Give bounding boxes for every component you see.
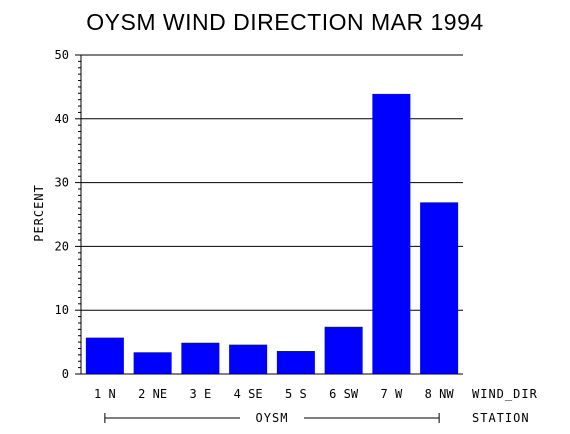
bar-4: [229, 344, 268, 374]
bar-6: [324, 326, 363, 374]
y-tick-label: 20: [55, 239, 69, 253]
x-category-label: 3 E: [190, 387, 212, 401]
bar-3: [181, 342, 220, 374]
bar-5: [276, 351, 315, 374]
x-category-label: 7 W: [381, 387, 403, 401]
station-group-bracket: [104, 413, 440, 423]
x-category-label: 5 S: [285, 387, 307, 401]
bar-1: [85, 337, 124, 374]
bar-2: [133, 352, 172, 374]
y-axis-label: PERCENT: [32, 184, 46, 242]
bars: [85, 93, 459, 374]
bar-7: [372, 93, 411, 374]
chart-title: OYSM WIND DIRECTION MAR 1994: [86, 9, 483, 35]
x-category-label: 6 SW: [329, 387, 359, 401]
x-axis-label: WIND_DIR: [472, 387, 538, 401]
y-tick-labels: 0 10 20 30 40 50: [55, 48, 69, 381]
station-axis-label: STATION: [472, 411, 530, 425]
y-tick-label: 30: [55, 176, 69, 190]
y-tick-label: 40: [55, 112, 69, 126]
y-tick-label: 10: [55, 303, 69, 317]
x-category-label: 4 SE: [234, 387, 263, 401]
axes: [75, 54, 463, 375]
bar-8: [420, 202, 459, 374]
y-tick-label: 0: [62, 367, 69, 381]
x-category-label: 2 NE: [138, 387, 167, 401]
station-group-label: OYSM: [256, 411, 289, 425]
y-tick-label: 50: [55, 48, 69, 62]
x-category-labels: 1 N 2 NE 3 E 4 SE 5 S 6 SW 7 W 8 NW: [94, 387, 454, 401]
x-category-label: 1 N: [94, 387, 116, 401]
x-category-label: 8 NW: [425, 387, 455, 401]
